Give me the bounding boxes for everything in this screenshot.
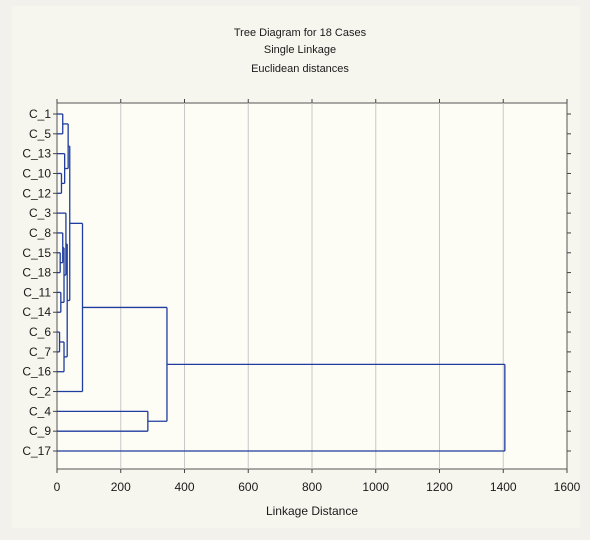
leaf-label: C_6 [29, 325, 51, 339]
x-tick-label: 1200 [426, 480, 453, 494]
leaf-label: C_18 [22, 266, 51, 280]
x-tick-label: 0 [54, 480, 61, 494]
leaf-label: C_1 [29, 107, 51, 121]
dendrogram-links [57, 113, 506, 452]
leaf-label: C_5 [29, 127, 51, 141]
title-line-3: Euclidean distances [251, 63, 349, 75]
title-line-1: Tree Diagram for 18 Cases [234, 27, 367, 39]
x-tick-label: 1600 [554, 480, 581, 494]
leaf-label: C_14 [22, 305, 51, 319]
leaf-label: C_11 [23, 285, 51, 299]
leaf-labels: C_1 C_5 C_13 C_10 C_12 C_3 C_8 C_15 C_18 C_11 C_14… [22, 107, 571, 458]
leaf-label: C_10 [22, 166, 51, 180]
leaf-label: C_15 [22, 246, 51, 260]
leaf-label: C_12 [22, 186, 51, 200]
leaf-label: C_9 [29, 424, 51, 438]
x-tick-label: 1400 [490, 480, 517, 494]
x-tick-label: 400 [174, 480, 194, 494]
x-tick-label: 800 [302, 480, 322, 494]
x-axis-label: Linkage Distance [266, 504, 358, 518]
x-tick-label: 200 [111, 480, 131, 494]
title-line-2: Single Linkage [264, 44, 336, 56]
leaf-label: C_4 [29, 404, 51, 418]
grid-lines [120, 103, 504, 469]
x-tick-label: 600 [238, 480, 258, 494]
leaf-label: C_16 [22, 365, 51, 379]
leaf-label: C_2 [29, 385, 51, 399]
leaf-label: C_17 [22, 444, 51, 458]
x-tick-label: 1000 [362, 480, 389, 494]
x-axis-ticks: 0 200 400 600 800 1000 1200 1400 1600 [54, 99, 581, 494]
leaf-label: C_7 [29, 345, 51, 359]
leaf-label: C_8 [29, 226, 51, 240]
leaf-label: C_3 [29, 206, 51, 220]
leaf-label: C_13 [22, 147, 51, 161]
chart-title: Tree Diagram for 18 Cases Single Linkage… [234, 27, 367, 75]
